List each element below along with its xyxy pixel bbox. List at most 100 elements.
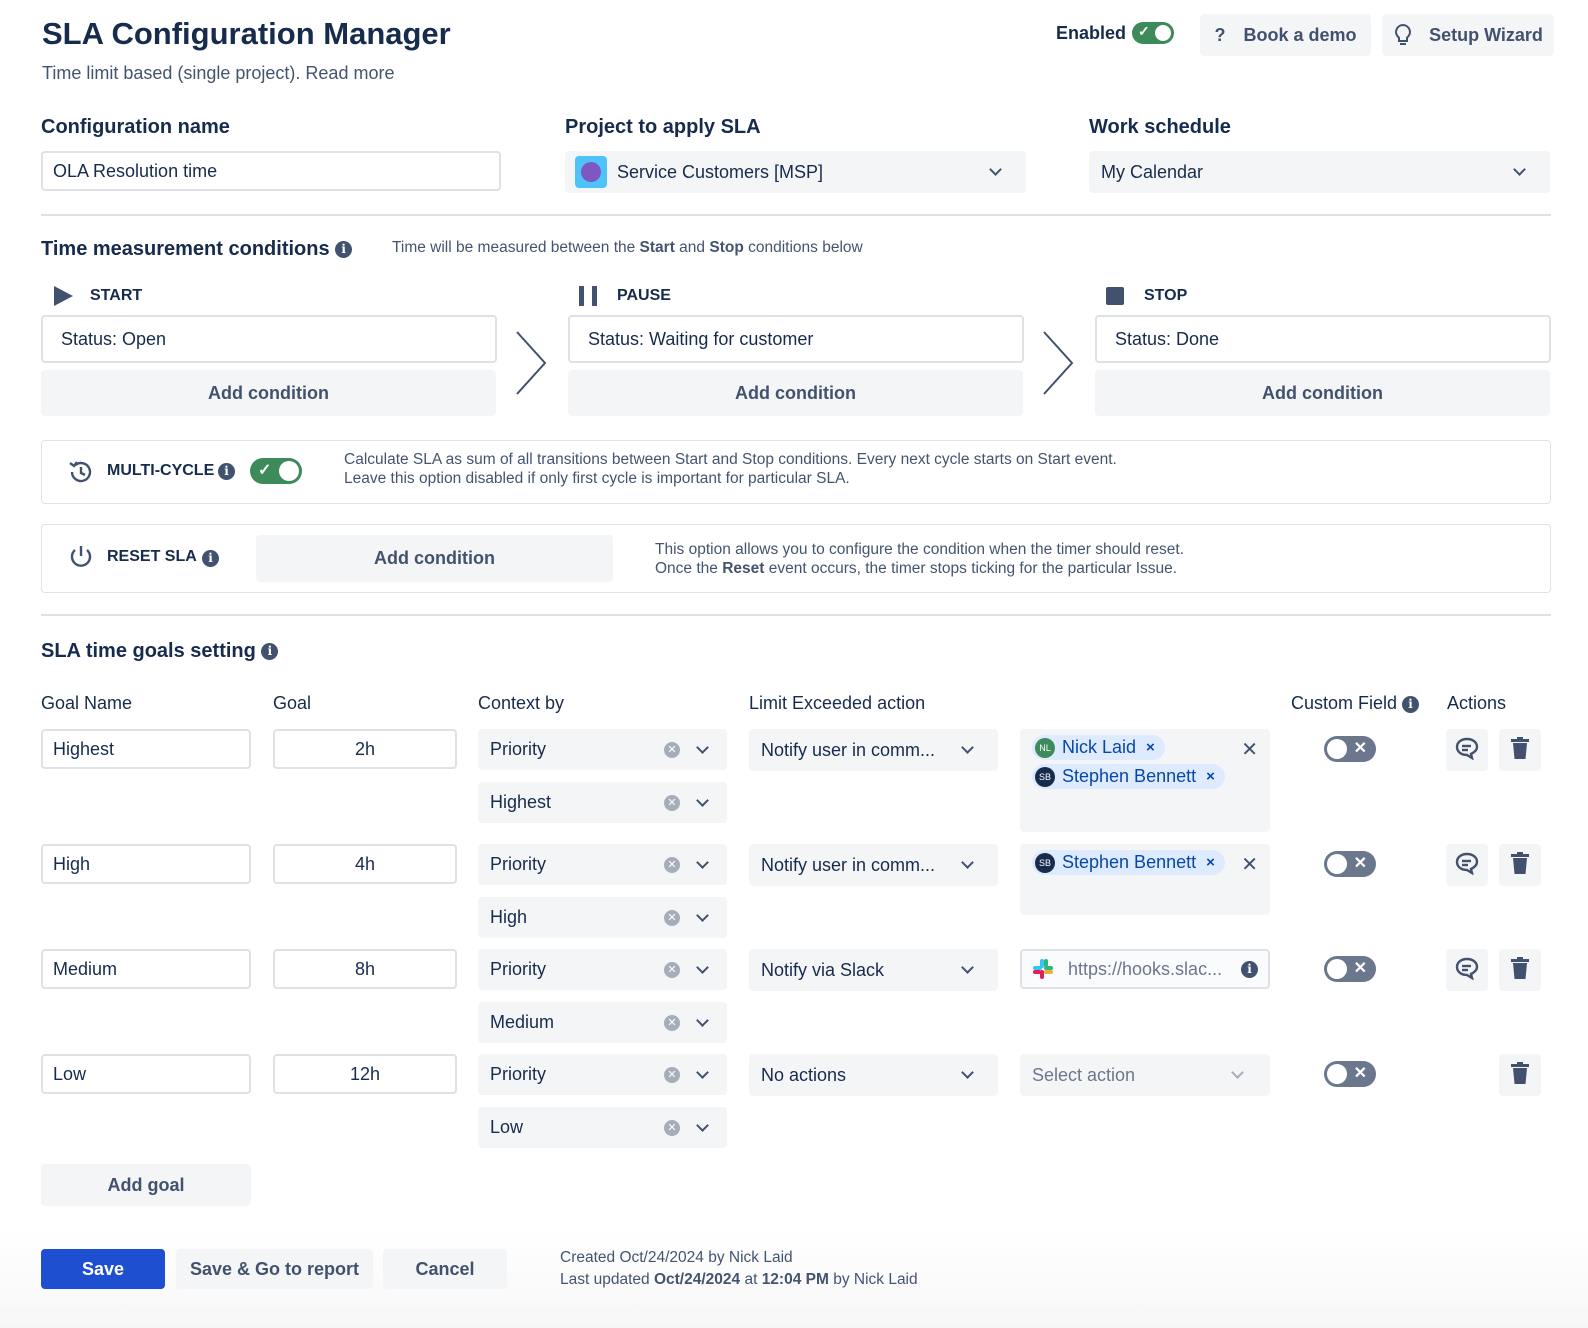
info-icon[interactable]: i bbox=[335, 241, 353, 259]
info-icon[interactable]: i bbox=[1241, 960, 1258, 978]
start-add-condition-button[interactable]: Add condition bbox=[41, 370, 496, 416]
goal-name-input[interactable]: High bbox=[41, 844, 251, 884]
info-icon[interactable]: i bbox=[1402, 695, 1420, 713]
recipients-select[interactable]: NL Nick Laid × SB Stephen Bennett × ✕ bbox=[1020, 729, 1270, 832]
context-value-select[interactable]: High ✕ bbox=[478, 897, 727, 938]
clear-icon[interactable]: ✕ bbox=[664, 856, 680, 873]
clear-icon[interactable]: ✕ bbox=[664, 1014, 680, 1031]
chevron-down-icon bbox=[989, 163, 1002, 176]
goal-name-input[interactable]: Medium bbox=[41, 949, 251, 989]
custom-field-toggle[interactable]: ✕ bbox=[1324, 851, 1376, 877]
context-field-select[interactable]: Priority ✕ bbox=[478, 949, 727, 990]
arrow-right-icon bbox=[1043, 331, 1074, 395]
limit-action-select[interactable]: Notify user in comm... bbox=[749, 844, 998, 886]
recipients-select[interactable]: SB Stephen Bennett × ✕ bbox=[1020, 844, 1270, 915]
custom-field-toggle[interactable]: ✕ bbox=[1324, 956, 1376, 982]
chevron-down-icon bbox=[1231, 1066, 1244, 1079]
start-condition[interactable]: Status: Open bbox=[41, 315, 497, 363]
stop-add-condition-button[interactable]: Add condition bbox=[1095, 370, 1550, 416]
cancel-button[interactable]: Cancel bbox=[383, 1249, 507, 1289]
col-goal: Goal bbox=[273, 693, 312, 713]
config-name-input[interactable]: OLA Resolution time bbox=[41, 151, 501, 191]
select-action-dropdown[interactable]: Select action bbox=[1020, 1054, 1270, 1096]
reset-add-condition-button[interactable]: Add condition bbox=[256, 535, 613, 582]
multicycle-toggle[interactable]: ✓ bbox=[250, 458, 302, 484]
clear-icon[interactable]: ✕ bbox=[664, 961, 680, 978]
col-actions: Actions bbox=[1447, 693, 1507, 713]
goal-time-input[interactable]: 8h bbox=[273, 949, 457, 989]
col-goal-name: Goal Name bbox=[41, 693, 133, 713]
lightbulb-icon bbox=[1395, 23, 1411, 45]
avatar: SB bbox=[1035, 852, 1055, 873]
enabled-toggle[interactable]: ✓ bbox=[1132, 22, 1174, 44]
goal-name-input[interactable]: Highest bbox=[41, 729, 251, 769]
avatar: NL bbox=[1035, 737, 1055, 758]
delete-goal-button[interactable] bbox=[1499, 729, 1541, 771]
comment-button[interactable] bbox=[1446, 844, 1488, 886]
remove-user-icon[interactable]: × bbox=[1206, 854, 1215, 871]
stop-condition[interactable]: Status: Done bbox=[1095, 315, 1551, 363]
clear-icon[interactable]: ✕ bbox=[664, 1119, 680, 1136]
info-icon[interactable]: i bbox=[218, 463, 235, 480]
pause-condition[interactable]: Status: Waiting for customer bbox=[568, 315, 1024, 363]
chevron-down-icon bbox=[696, 1065, 709, 1079]
clear-icon[interactable]: ✕ bbox=[664, 741, 680, 758]
context-field-select[interactable]: Priority ✕ bbox=[478, 844, 727, 885]
project-avatar-icon bbox=[575, 156, 607, 188]
delete-goal-button[interactable] bbox=[1499, 844, 1541, 886]
context-field-select[interactable]: Priority ✕ bbox=[478, 1054, 727, 1095]
context-value-select[interactable]: Medium ✕ bbox=[478, 1002, 727, 1043]
col-context: Context by bbox=[478, 693, 565, 713]
clear-icon[interactable]: ✕ bbox=[664, 909, 680, 926]
info-icon[interactable]: i bbox=[202, 550, 219, 567]
clear-all-icon[interactable]: ✕ bbox=[1241, 739, 1258, 761]
chevron-down-icon bbox=[961, 1066, 974, 1079]
goal-time-input[interactable]: 4h bbox=[273, 844, 457, 884]
limit-action-select[interactable]: Notify user in comm... bbox=[749, 729, 998, 771]
power-icon bbox=[70, 546, 92, 567]
project-select[interactable]: Service Customers [MSP] bbox=[565, 151, 1026, 193]
comment-button[interactable] bbox=[1446, 729, 1488, 771]
book-demo-button[interactable]: ? Book a demo bbox=[1200, 14, 1371, 56]
reset-panel bbox=[41, 524, 1551, 593]
goal-name-input[interactable]: Low bbox=[41, 1054, 251, 1094]
page-title: SLA Configuration Manager bbox=[42, 16, 451, 51]
context-field-select[interactable]: Priority ✕ bbox=[478, 729, 727, 770]
avatar: SB bbox=[1035, 766, 1055, 787]
remove-user-icon[interactable]: × bbox=[1206, 768, 1215, 785]
chevron-down-icon bbox=[961, 741, 974, 754]
comment-button[interactable] bbox=[1446, 949, 1488, 991]
history-icon bbox=[69, 461, 92, 483]
trash-icon bbox=[1509, 1061, 1531, 1090]
clear-all-icon[interactable]: ✕ bbox=[1241, 854, 1258, 876]
multicycle-panel bbox=[41, 440, 1551, 504]
clear-icon[interactable]: ✕ bbox=[664, 1066, 680, 1083]
save-button[interactable]: Save bbox=[41, 1249, 165, 1289]
context-value-select[interactable]: Highest ✕ bbox=[478, 782, 727, 823]
goal-time-input[interactable]: 2h bbox=[273, 729, 457, 769]
limit-action-select[interactable]: No actions bbox=[749, 1054, 998, 1096]
limit-action-select[interactable]: Notify via Slack bbox=[749, 949, 998, 991]
custom-field-toggle[interactable]: ✕ bbox=[1324, 1061, 1376, 1087]
slack-webhook-input[interactable]: https://hooks.slac... i bbox=[1020, 949, 1270, 989]
delete-goal-button[interactable] bbox=[1499, 949, 1541, 991]
pause-add-condition-button[interactable]: Add condition bbox=[568, 370, 1023, 416]
chevron-down-icon bbox=[696, 740, 709, 754]
info-icon[interactable]: i bbox=[261, 643, 279, 661]
custom-field-toggle[interactable]: ✕ bbox=[1324, 736, 1376, 762]
remove-user-icon[interactable]: × bbox=[1146, 739, 1155, 756]
comment-icon bbox=[1454, 956, 1480, 985]
context-value-select[interactable]: Low ✕ bbox=[478, 1107, 727, 1148]
save-go-report-button[interactable]: Save & Go to report bbox=[176, 1249, 373, 1289]
schedule-select[interactable]: My Calendar bbox=[1089, 151, 1550, 193]
time-conditions-title: Time measurement conditions i bbox=[41, 238, 353, 261]
user-chip: SB Stephen Bennett × bbox=[1032, 764, 1225, 789]
clear-icon[interactable]: ✕ bbox=[664, 794, 680, 811]
add-goal-button[interactable]: Add goal bbox=[41, 1164, 251, 1206]
delete-goal-button[interactable] bbox=[1499, 1054, 1541, 1096]
setup-wizard-button[interactable]: Setup Wizard bbox=[1382, 14, 1554, 56]
goal-time-input[interactable]: 12h bbox=[273, 1054, 457, 1094]
start-label: START bbox=[90, 287, 143, 304]
stop-label: STOP bbox=[1144, 287, 1188, 304]
chevron-down-icon bbox=[696, 908, 709, 922]
